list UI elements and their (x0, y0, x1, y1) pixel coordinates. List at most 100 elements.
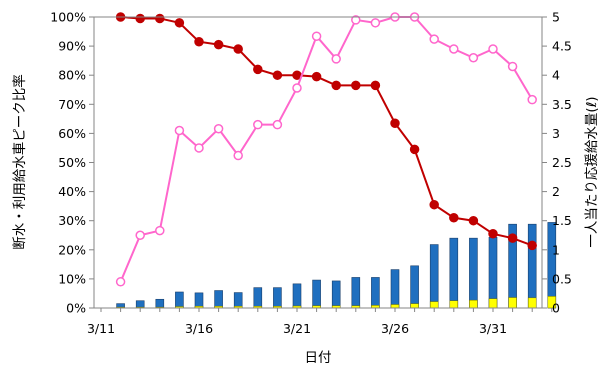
line-pink-point (429, 34, 439, 44)
x-tick-label: 3/31 (479, 321, 507, 336)
line-red-point (527, 240, 537, 251)
bar-blue (194, 292, 204, 309)
bar-blue (292, 283, 302, 309)
line-pink-point (272, 119, 283, 130)
axis-ticks (89, 16, 553, 312)
y-right-tick-label: 2 (552, 184, 560, 199)
bar-blue (488, 236, 498, 309)
bar-blue (429, 244, 439, 309)
line-pink-point (135, 230, 145, 240)
y-left-tick-label: 20% (58, 242, 86, 257)
y-right-tick-label: 1 (552, 242, 560, 257)
y-right-tick-label: 0 (552, 301, 560, 316)
line-red-point (155, 13, 165, 24)
y-left-tick-label: 70% (58, 97, 86, 112)
line-red-point (390, 118, 400, 128)
line-red-point (370, 80, 381, 91)
line-red-path (120, 16, 533, 247)
line-series-pink (115, 12, 537, 287)
line-pink-point (488, 44, 498, 54)
bar-blue (547, 222, 557, 309)
line-red-point (233, 44, 243, 54)
line-pink-point (527, 94, 537, 105)
bar-yellow (410, 303, 419, 309)
y-left-tick-label: 60% (58, 126, 86, 141)
line-pink-point (311, 31, 322, 41)
line-red-point (468, 215, 479, 226)
bar-blue (331, 280, 341, 309)
x-tick-label: 3/21 (283, 321, 311, 336)
bar-series-blue (116, 222, 557, 309)
bar-blue (312, 279, 321, 309)
line-pink-point (370, 18, 381, 28)
y-left-tick-label: 0% (66, 301, 86, 316)
line-red-point (449, 213, 459, 223)
bar-blue (371, 277, 380, 309)
x-axis-title: 日付 (305, 350, 332, 366)
x-tick-label: 3/16 (185, 321, 213, 336)
line-pink-point (351, 15, 361, 25)
bar-yellow (449, 300, 459, 309)
y-left-tick-label: 100% (50, 10, 86, 25)
bar-blue (390, 269, 400, 309)
y-right-tick-label: 3.5 (552, 97, 572, 112)
y-right-tick-label: 5 (552, 10, 560, 25)
line-red-point (331, 80, 341, 91)
bar-blue (351, 277, 361, 309)
line-pink-point (449, 44, 459, 54)
line-pink-point (331, 54, 341, 64)
line-red-point (409, 144, 420, 155)
line-pink-path (119, 16, 534, 283)
line-red-point (429, 199, 439, 210)
bar-blue (155, 298, 165, 309)
bar-blue (214, 290, 223, 309)
y-left-tick-label: 10% (58, 271, 86, 286)
line-pink-point (507, 61, 518, 72)
x-tick-labels: 3/11 3/16 3/21 3/26 3/31 (87, 321, 507, 336)
y-right-tick-label: 3 (552, 126, 560, 141)
y-right-tick-labels: 0 0.5 1 1.5 2 2.5 3 3.5 4 4.5 5 (552, 10, 572, 316)
y-left-tick-label: 80% (58, 68, 86, 83)
line-pink-point (253, 119, 263, 130)
x-tick-label: 3/11 (87, 321, 115, 336)
line-red-point (135, 13, 145, 24)
y-right-tick-label: 1.5 (552, 213, 572, 228)
x-tick-label: 3/26 (381, 321, 409, 336)
line-pink-point (233, 150, 243, 161)
line-red-point (213, 39, 224, 50)
y-left-tick-label: 30% (58, 213, 86, 228)
line-red-point (351, 80, 361, 91)
y-right-tick-label: 2.5 (552, 155, 572, 170)
y-left-tick-label: 90% (58, 39, 86, 54)
line-pink-point (213, 123, 224, 134)
bar-blue (253, 287, 263, 309)
bar-blue (175, 291, 184, 309)
line-pink-point (155, 225, 165, 236)
y-right-tick-label: 0.5 (552, 271, 572, 286)
y-left-tick-label: 50% (58, 155, 86, 170)
line-red-point (507, 233, 518, 243)
bar-blue (233, 292, 243, 309)
line-pink-point (174, 125, 185, 136)
bar-blue (410, 265, 419, 309)
line-series-red (115, 12, 537, 251)
bar-blue (527, 223, 537, 309)
bar-blue (449, 237, 459, 309)
line-red-point (488, 229, 498, 239)
bar-yellow (469, 299, 478, 309)
line-pink-point (468, 52, 479, 63)
line-pink-point (194, 143, 204, 153)
bar-yellow (488, 298, 498, 309)
line-red-point (253, 64, 263, 75)
y-left-axis-title: 断水・利用給水車ピーク比率 (11, 74, 28, 250)
line-pink-point (115, 277, 126, 287)
y-left-tick-labels: 0% 10% 20% 30% 40% 50% 60% 70% 80% 90% 100% (50, 10, 86, 316)
y-right-tick-label: 4.5 (552, 39, 572, 54)
bar-yellow (429, 301, 439, 309)
line-red-point (311, 71, 322, 82)
bar-blue (469, 237, 478, 309)
bar-yellow (508, 297, 517, 309)
line-pink-point (292, 83, 302, 93)
line-red-point (174, 18, 185, 28)
